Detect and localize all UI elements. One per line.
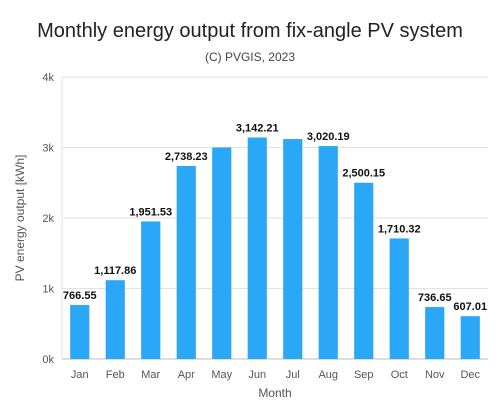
x-tick-label: Jun — [248, 369, 266, 381]
y-tick-label: 3k — [42, 143, 54, 155]
data-label-dec: 607.01 — [453, 301, 487, 313]
data-label-jan: 766.55 — [63, 290, 97, 302]
y-tick-label: 4k — [42, 72, 54, 84]
data-labels: 766.55 1,117.86 1,951.53 2,738.23 3,142.21 3,… — [63, 122, 487, 313]
bar-mar — [141, 221, 161, 359]
tick-labels: 0k 1k 2k 3k 4k Jan Feb Mar Apr May Jun Jul Aug Sep Oct… — [42, 72, 480, 381]
data-label-jun: 3,142.21 — [236, 122, 279, 134]
bar-apr — [176, 165, 196, 359]
y-axis-label: PV energy output [kWh] — [13, 155, 27, 282]
x-tick-label: Dec — [460, 369, 480, 381]
grid-lines — [61, 76, 488, 360]
chart-subtitle: (C) PVGIS, 2023 — [204, 50, 296, 64]
x-tick-label: Nov — [425, 369, 445, 381]
x-tick-label: Jul — [286, 369, 300, 381]
x-tick-label: May — [211, 369, 232, 381]
x-tick-label: Oct — [391, 369, 408, 381]
bar-oct — [389, 238, 409, 359]
y-tick-label: 2k — [42, 213, 54, 225]
bar-may — [212, 147, 232, 359]
bar-jul — [283, 139, 303, 359]
x-tick-label: Feb — [106, 369, 125, 381]
bar-dec — [460, 316, 480, 359]
bar-jun — [247, 137, 267, 359]
bar-jan — [70, 304, 90, 359]
data-label-aug: 3,020.19 — [307, 131, 350, 143]
x-tick-label: Mar — [141, 369, 160, 381]
data-label-apr: 2,738.23 — [165, 151, 208, 163]
chart-title: Monthly energy output from fix-angle PV … — [37, 20, 463, 42]
x-tick-label: Sep — [354, 369, 374, 381]
data-label-feb: 1,117.86 — [94, 265, 136, 277]
x-tick-label: Apr — [178, 369, 195, 381]
data-label-sep: 2,500.15 — [342, 168, 385, 180]
y-tick-label: 1k — [42, 284, 54, 296]
bar-sep — [354, 182, 374, 359]
bar-aug — [318, 146, 338, 359]
bar-feb — [105, 280, 125, 359]
x-axis-label: Month — [258, 386, 291, 400]
y-tick-label: 0k — [42, 354, 54, 366]
data-label-mar: 1,951.53 — [129, 206, 172, 218]
data-label-nov: 736.65 — [418, 292, 452, 304]
bars — [70, 137, 480, 359]
bar-nov — [425, 307, 445, 359]
x-tick-label: Aug — [318, 369, 338, 381]
data-label-oct: 1,710.32 — [378, 223, 421, 235]
x-tick-label: Jan — [71, 369, 89, 381]
